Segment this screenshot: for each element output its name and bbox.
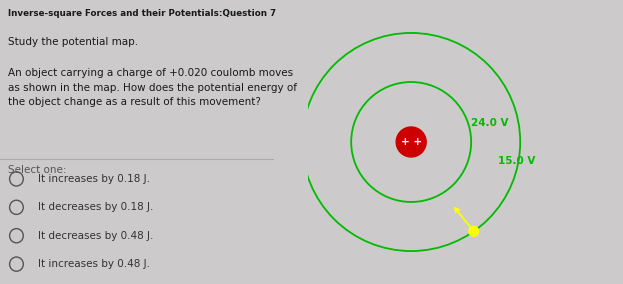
Text: It decreases by 0.48 J.: It decreases by 0.48 J.	[39, 231, 154, 241]
Text: It decreases by 0.18 J.: It decreases by 0.18 J.	[39, 202, 154, 212]
Text: Select one:: Select one:	[8, 165, 67, 175]
Text: 24.0 V: 24.0 V	[471, 118, 508, 128]
Text: An object carrying a charge of +0.020 coulomb moves
as shown in the map. How doe: An object carrying a charge of +0.020 co…	[8, 68, 297, 107]
Text: + +: + +	[401, 137, 422, 147]
Circle shape	[396, 127, 426, 157]
Text: Inverse-square Forces and their Potentials:Question 7: Inverse-square Forces and their Potentia…	[8, 9, 277, 18]
Text: It increases by 0.18 J.: It increases by 0.18 J.	[39, 174, 150, 184]
Text: Study the potential map.: Study the potential map.	[8, 37, 138, 47]
Text: It increases by 0.48 J.: It increases by 0.48 J.	[39, 259, 150, 269]
Text: 15.0 V: 15.0 V	[498, 156, 536, 166]
Circle shape	[469, 226, 478, 236]
